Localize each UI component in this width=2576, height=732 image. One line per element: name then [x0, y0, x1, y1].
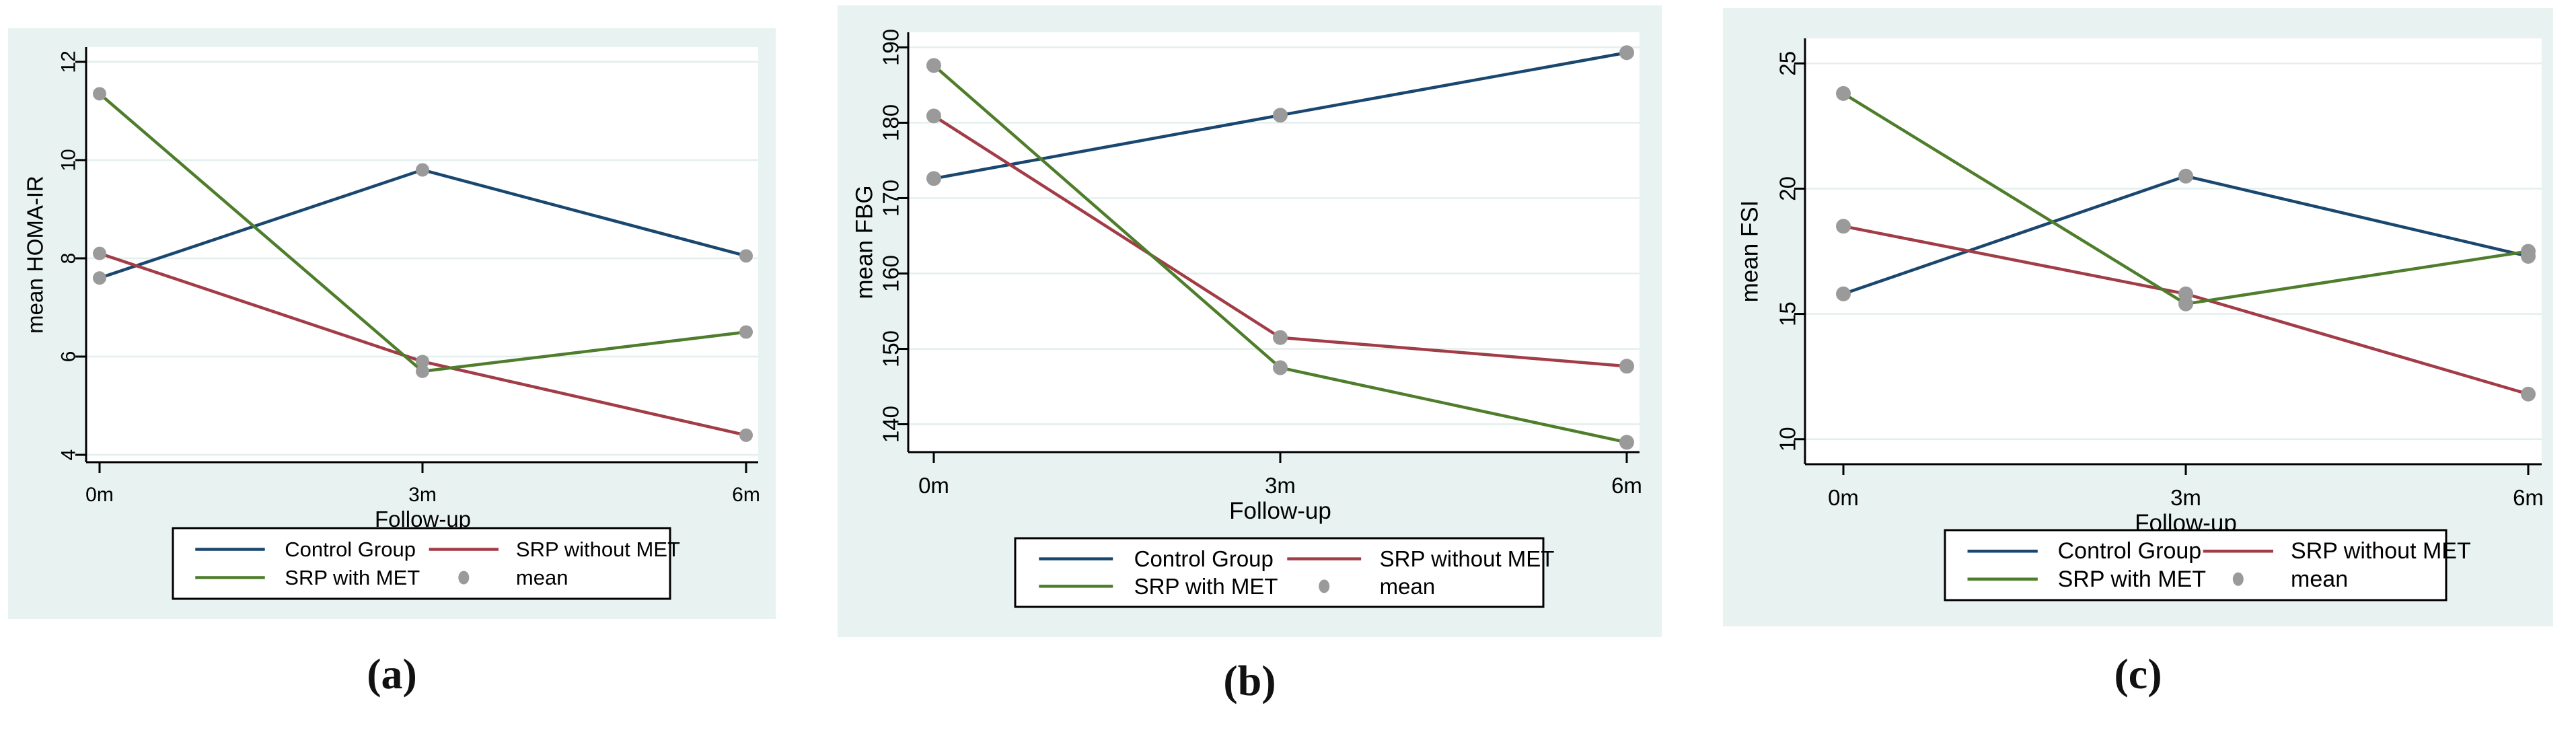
plot-area-b	[908, 32, 1640, 452]
mean-marker-b	[926, 171, 941, 186]
mean-marker-b	[1273, 330, 1288, 345]
legend-label-a-control-group: Control Group	[285, 538, 416, 561]
xtick-label-b: 0m	[918, 473, 949, 498]
mean-marker-b	[1273, 360, 1288, 375]
chart-panel-b: 140 150 160 170 180 190 0m 3m 6m mean FBG Follow-u…	[838, 5, 1662, 637]
xtick-label-a: 6m	[732, 484, 760, 506]
xtick-label-c: 6m	[2513, 485, 2544, 510]
legend-label-a-srp-with-met: SRP with MET	[285, 566, 420, 589]
xtick-label-b: 3m	[1265, 473, 1296, 498]
legend-label-a-srp-without-met: SRP without MET	[516, 538, 680, 561]
mean-marker-c	[2521, 386, 2536, 402]
ytick-label-b: 160	[879, 255, 904, 292]
ytick-label-c: 20	[1775, 176, 1800, 201]
ytick-label-c: 25	[1775, 51, 1800, 76]
mean-marker-a	[93, 87, 106, 101]
mean-marker-a	[739, 249, 753, 263]
ytick-label-b: 140	[879, 406, 904, 443]
panel-caption-a: (a)	[367, 650, 417, 698]
mean-marker-b	[1273, 108, 1288, 123]
panel-caption-b: (b)	[1223, 657, 1276, 704]
mean-marker-c	[1836, 85, 1851, 101]
x-axis-title-b: Follow-up	[1229, 498, 1331, 524]
xtick-label-c: 3m	[2170, 485, 2201, 510]
chart-b-svg: 140 150 160 170 180 190 0m 3m 6m mean FBG Follow-u…	[852, 29, 1642, 608]
mean-marker-c	[2178, 296, 2193, 312]
chart-panel-c: 10 15 20 25 0m 3m 6m mean FSI Follow-up Control G…	[1723, 8, 2553, 626]
panel-caption-c: (c)	[2114, 650, 2162, 698]
mean-marker-b	[1619, 359, 1634, 374]
xtick-label-b: 6m	[1611, 473, 1642, 498]
mean-marker-c	[2521, 244, 2536, 259]
legend-label-b-srp-with-met: SRP with MET	[1134, 574, 1278, 599]
mean-marker-b	[1619, 45, 1634, 61]
legend-mean-marker-b	[1319, 579, 1330, 593]
xtick-label-a: 0m	[85, 484, 114, 506]
y-axis-title-c: mean FSI	[1737, 200, 1763, 303]
mean-marker-a	[416, 364, 429, 378]
y-axis-title-b: mean FBG	[852, 185, 878, 299]
y-axis-title-a: mean HOMA-IR	[23, 176, 48, 334]
legend-box-c	[1944, 529, 2448, 601]
mean-marker-c	[1836, 219, 1851, 234]
mean-marker-a	[739, 428, 753, 442]
legend-box-b	[1014, 537, 1545, 608]
plot-area-c	[1805, 38, 2542, 464]
mean-marker-b	[926, 58, 941, 73]
legend-label-a-mean: mean	[516, 566, 568, 589]
ytick-label-a: 6	[58, 351, 80, 363]
legend-label-b-control-group: Control Group	[1134, 546, 1274, 571]
plot-area-a	[86, 47, 758, 462]
ytick-label-a: 10	[58, 149, 80, 171]
mean-marker-a	[416, 163, 429, 177]
legend-label-c-srp-without-met: SRP without MET	[2291, 538, 2471, 564]
legend-mean-marker-a	[458, 571, 470, 585]
mean-marker-b	[1619, 435, 1634, 450]
mean-marker-a	[93, 246, 106, 260]
ytick-label-b: 150	[879, 330, 904, 367]
chart-panel-a: 4 6 8 10 12 0m 3m 6m mean HOMA-IR Follow-up Contro…	[8, 28, 776, 619]
ytick-label-a: 12	[58, 50, 80, 73]
legend-label-c-srp-with-met: SRP with MET	[2058, 566, 2206, 592]
legend-mean-marker-c	[2232, 572, 2244, 586]
ytick-label-b: 190	[879, 29, 904, 66]
ytick-label-a: 4	[58, 449, 80, 461]
ytick-label-b: 170	[879, 180, 904, 217]
mean-marker-b	[926, 108, 941, 124]
ytick-label-b: 180	[879, 104, 904, 141]
ytick-label-a: 8	[58, 253, 80, 264]
xtick-label-a: 3m	[408, 484, 437, 506]
mean-marker-c	[2178, 168, 2193, 184]
mean-marker-a	[416, 355, 429, 369]
legend-label-c-control-group: Control Group	[2058, 538, 2202, 564]
legend-label-b-srp-without-met: SRP without MET	[1380, 546, 1555, 571]
ytick-label-c: 15	[1775, 301, 1800, 326]
mean-marker-c	[1836, 286, 1851, 301]
mean-marker-a	[93, 271, 106, 285]
legend-label-b-mean: mean	[1380, 574, 1436, 599]
legend-box-a	[172, 527, 671, 600]
ytick-label-c: 10	[1775, 427, 1800, 451]
mean-marker-a	[739, 325, 753, 339]
legend-label-c-mean: mean	[2291, 566, 2348, 592]
xtick-label-c: 0m	[1828, 485, 1859, 510]
